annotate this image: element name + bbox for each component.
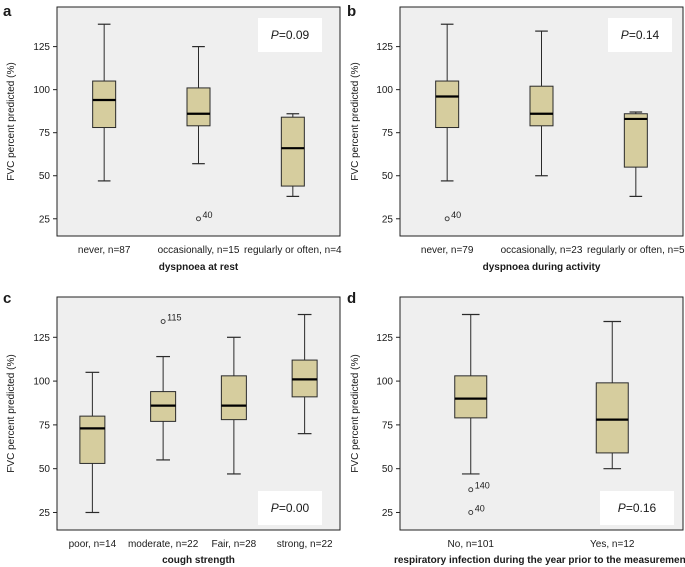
outlier-label: 40 — [451, 210, 461, 220]
y-tick-label: 25 — [382, 214, 394, 225]
outlier-label: 40 — [203, 210, 213, 220]
panel-c: c 25 50 75 100 125 FVC percent predicted (%) po… — [3, 290, 341, 566]
y-tick-label: 75 — [39, 420, 51, 431]
y-tick-label: 125 — [33, 42, 50, 53]
p-number: =0.00 — [279, 501, 310, 515]
p-number: =0.16 — [626, 501, 657, 515]
panel-a: a 25 50 75 100 125 FVC percent predicted (%) ne… — [3, 3, 342, 273]
y-tick-label: 75 — [382, 420, 394, 431]
outlier-point — [468, 487, 474, 493]
panel-b: b 25 50 75 100 125 FVC percent predicted (%) 40… — [347, 3, 685, 273]
outlier-label: 40 — [475, 503, 485, 513]
x-axis-label: respiratory infection during the year pr… — [394, 555, 685, 566]
y-tick-label: 125 — [376, 42, 393, 53]
box-iqr — [280, 116, 305, 187]
box-2 — [280, 113, 305, 197]
y-axis-label: FVC percent predicted (%) — [6, 354, 17, 472]
y-tick-label: 50 — [39, 464, 51, 475]
y-tick-label: 75 — [382, 128, 394, 139]
box-iqr — [220, 375, 247, 421]
y-tick-label: 100 — [33, 377, 50, 388]
box-iqr — [529, 85, 554, 127]
y-tick-label: 25 — [39, 508, 51, 519]
y-tick-label: 100 — [33, 85, 50, 96]
panel-letter: c — [3, 290, 11, 307]
category-label: Yes, n=12 — [590, 539, 635, 550]
outlier-point — [468, 510, 474, 515]
x-axis-label: dyspnoea at rest — [159, 262, 239, 273]
box-1 — [529, 30, 554, 177]
y-tick-label: 25 — [382, 508, 394, 519]
box-1: 40 — [186, 46, 213, 222]
y-tick-label: 125 — [376, 333, 393, 344]
p-number: =0.14 — [629, 28, 660, 42]
y-tick-label: 25 — [39, 214, 51, 225]
p-value-box — [258, 491, 322, 525]
y-tick-label: 50 — [382, 464, 394, 475]
outlier-point — [196, 216, 201, 222]
y-tick-label: 125 — [33, 333, 50, 344]
box-1 — [595, 320, 629, 470]
box-1: 115 — [150, 313, 181, 461]
box-iqr — [595, 382, 629, 454]
box-iqr — [435, 80, 460, 129]
box-0 — [79, 371, 106, 514]
box-iqr — [623, 113, 648, 168]
y-tick-label: 75 — [39, 128, 51, 139]
y-tick-label: 100 — [376, 377, 393, 388]
box-iqr — [186, 87, 211, 127]
p-value-label: P=0.16 — [618, 501, 657, 515]
p-value-box — [600, 491, 674, 525]
outlier-label: 140 — [475, 481, 490, 491]
category-label: occasionally, n=23 — [501, 245, 583, 256]
panel-d: d 25 50 75 100 125 FVC percent predicted (%) 14… — [347, 290, 685, 566]
panel-letter: b — [347, 3, 356, 20]
category-label: poor, n=14 — [69, 539, 117, 550]
box-2 — [220, 336, 247, 475]
p-number: =0.09 — [279, 28, 310, 42]
box-0: 140 40 — [454, 313, 490, 515]
x-axis-label: cough strength — [162, 555, 235, 566]
p-value-label: P=0.00 — [271, 501, 310, 515]
y-tick-label: 50 — [382, 171, 394, 182]
outlier-point — [160, 319, 166, 324]
category-label: occasionally, n=15 — [158, 245, 240, 256]
y-axis-label: FVC percent predicted (%) — [350, 62, 361, 180]
p-value-box — [608, 18, 672, 52]
box-3 — [291, 313, 318, 435]
box-iqr — [79, 415, 106, 464]
p-symbol: P — [618, 501, 626, 515]
category-label: strong, n=22 — [277, 539, 333, 550]
p-symbol: P — [621, 28, 629, 42]
x-axis-label: dyspnoea during activity — [483, 262, 601, 273]
p-value-label: P=0.14 — [621, 28, 660, 42]
box-iqr — [92, 80, 117, 129]
category-label: Fair, n=28 — [211, 539, 256, 550]
y-axis-label: FVC percent predicted (%) — [6, 62, 17, 180]
y-tick-label: 100 — [376, 85, 393, 96]
y-tick-label: 50 — [39, 171, 51, 182]
category-label: regularly or often, n=5 — [587, 245, 685, 256]
category-label: never, n=87 — [78, 245, 131, 256]
panel-letter: d — [347, 290, 356, 307]
category-label: No, n=101 — [448, 539, 495, 550]
p-symbol: P — [271, 28, 279, 42]
panel-letter: a — [3, 3, 12, 20]
category-label: never, n=79 — [421, 245, 474, 256]
category-label: moderate, n=22 — [128, 539, 199, 550]
box-0 — [92, 23, 117, 182]
p-value-label: P=0.09 — [271, 28, 310, 42]
p-symbol: P — [271, 501, 279, 515]
box-iqr — [454, 375, 488, 419]
box-2 — [623, 111, 648, 197]
y-axis-label: FVC percent predicted (%) — [350, 354, 361, 472]
outlier-point — [444, 216, 450, 222]
category-label: regularly or often, n=4 — [244, 245, 342, 256]
p-value-box — [258, 18, 322, 52]
outlier-label: 115 — [167, 313, 181, 323]
box-0: 40 — [435, 23, 461, 222]
